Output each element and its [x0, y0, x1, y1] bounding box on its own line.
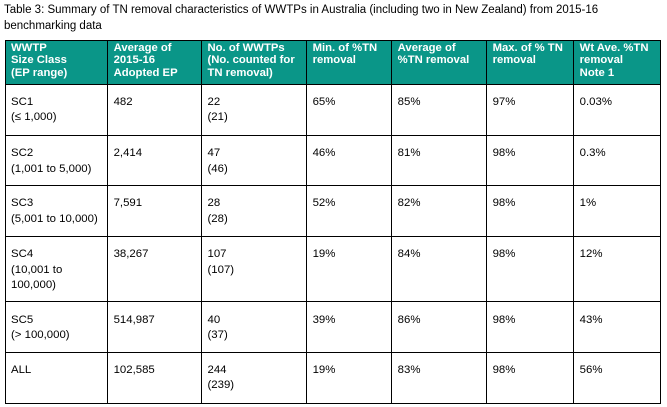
cell-max-tn-removal: 98%: [486, 236, 575, 303]
cell-size-class: SC1 (≤ 1,000): [4, 83, 109, 137]
cell-max-tn-removal: 98%: [486, 351, 575, 404]
table-caption: Table 3: Summary of TN removal character…: [4, 2, 598, 34]
cell-wt-ave-tn-removal: 0.3%: [573, 135, 662, 187]
cell-avg-tn-removal: 84%: [391, 236, 488, 303]
cell-wt-ave-tn-removal: 12%: [573, 236, 662, 303]
cell-avg-tn-removal: 86%: [391, 301, 488, 353]
cell-num-wwtps: 28 (28): [200, 185, 308, 238]
column-header-size-class: WWTP Size Class (EP range): [4, 40, 109, 85]
column-header-wt-ave-tn-removal: Wt Ave. %TN removal Note 1: [573, 40, 662, 85]
cell-avg-adopted-ep: 482: [107, 83, 202, 137]
table-row: SC4 (10,001 to 100,000) 38,267 107 (107) 19…: [4, 236, 662, 303]
cell-wt-ave-tn-removal: 1%: [573, 185, 662, 238]
column-header-avg-tn-removal: Average of %TN removal: [391, 40, 488, 85]
cell-size-class: SC2 (1,001 to 5,000): [4, 135, 109, 187]
cell-min-tn-removal: 52%: [306, 185, 393, 238]
cell-wt-ave-tn-removal: 43%: [573, 301, 662, 353]
cell-size-class: ALL: [4, 351, 109, 404]
cell-avg-adopted-ep: 102,585: [107, 351, 202, 404]
cell-min-tn-removal: 65%: [306, 83, 393, 137]
cell-size-class: SC5 (> 100,000): [4, 301, 109, 353]
cell-num-wwtps: 22 (21): [200, 83, 308, 137]
cell-wt-ave-tn-removal: 0.03%: [573, 83, 662, 137]
cell-num-wwtps: 40 (37): [200, 301, 308, 353]
cell-avg-adopted-ep: 38,267: [107, 236, 202, 303]
column-header-avg-adopted-ep: Average of 2015-16 Adopted EP: [107, 40, 202, 85]
cell-wt-ave-tn-removal: 56%: [573, 351, 662, 404]
cell-min-tn-removal: 19%: [306, 351, 393, 404]
caption-line-2: benchmarking data: [4, 20, 102, 33]
cell-max-tn-removal: 98%: [486, 301, 575, 353]
caption-line-1: Table 3: Summary of TN removal character…: [4, 4, 599, 17]
cell-avg-adopted-ep: 514,987: [107, 301, 202, 353]
cell-avg-tn-removal: 81%: [391, 135, 488, 187]
table-row: SC1 (≤ 1,000) 482 22 (21) 65% 85% 97% 0.03%: [4, 83, 662, 137]
cell-min-tn-removal: 19%: [306, 236, 393, 303]
cell-min-tn-removal: 46%: [306, 135, 393, 187]
table-row: SC2 (1,001 to 5,000) 2,414 47 (46) 46% 81% 98…: [4, 135, 662, 187]
table-row: SC5 (> 100,000) 514,987 40 (37) 39% 86% 98% 43…: [4, 301, 662, 353]
cell-min-tn-removal: 39%: [306, 301, 393, 353]
cell-max-tn-removal: 98%: [486, 185, 575, 238]
cell-avg-adopted-ep: 2,414: [107, 135, 202, 187]
cell-num-wwtps: 244 (239): [200, 351, 308, 404]
cell-avg-tn-removal: 85%: [391, 83, 488, 137]
cell-avg-tn-removal: 83%: [391, 351, 488, 404]
cell-max-tn-removal: 98%: [486, 135, 575, 187]
cell-size-class: SC3 (5,001 to 10,000): [4, 185, 109, 238]
table-row: SC3 (5,001 to 10,000) 7,591 28 (28) 52% 82% 9…: [4, 185, 662, 238]
cell-avg-tn-removal: 82%: [391, 185, 488, 238]
table-row: ALL 102,585 244 (239) 19% 83% 98% 56%: [4, 351, 662, 404]
tn-removal-summary-table: WWTP Size Class (EP range) Average of 201…: [4, 40, 662, 404]
cell-num-wwtps: 47 (46): [200, 135, 308, 187]
table-header-row: WWTP Size Class (EP range) Average of 201…: [4, 40, 662, 85]
table-body: SC1 (≤ 1,000) 482 22 (21) 65% 85% 97% 0.03% SC2…: [4, 83, 662, 404]
column-header-num-wwtps: No. of WWTPs (No. counted for TN removal…: [200, 40, 308, 85]
column-header-min-tn-removal: Min. of %TN removal: [306, 40, 393, 85]
column-header-max-tn-removal: Max. of % TN removal: [486, 40, 575, 85]
cell-num-wwtps: 107 (107): [200, 236, 308, 303]
cell-size-class: SC4 (10,001 to 100,000): [4, 236, 109, 303]
cell-max-tn-removal: 97%: [486, 83, 575, 137]
cell-avg-adopted-ep: 7,591: [107, 185, 202, 238]
